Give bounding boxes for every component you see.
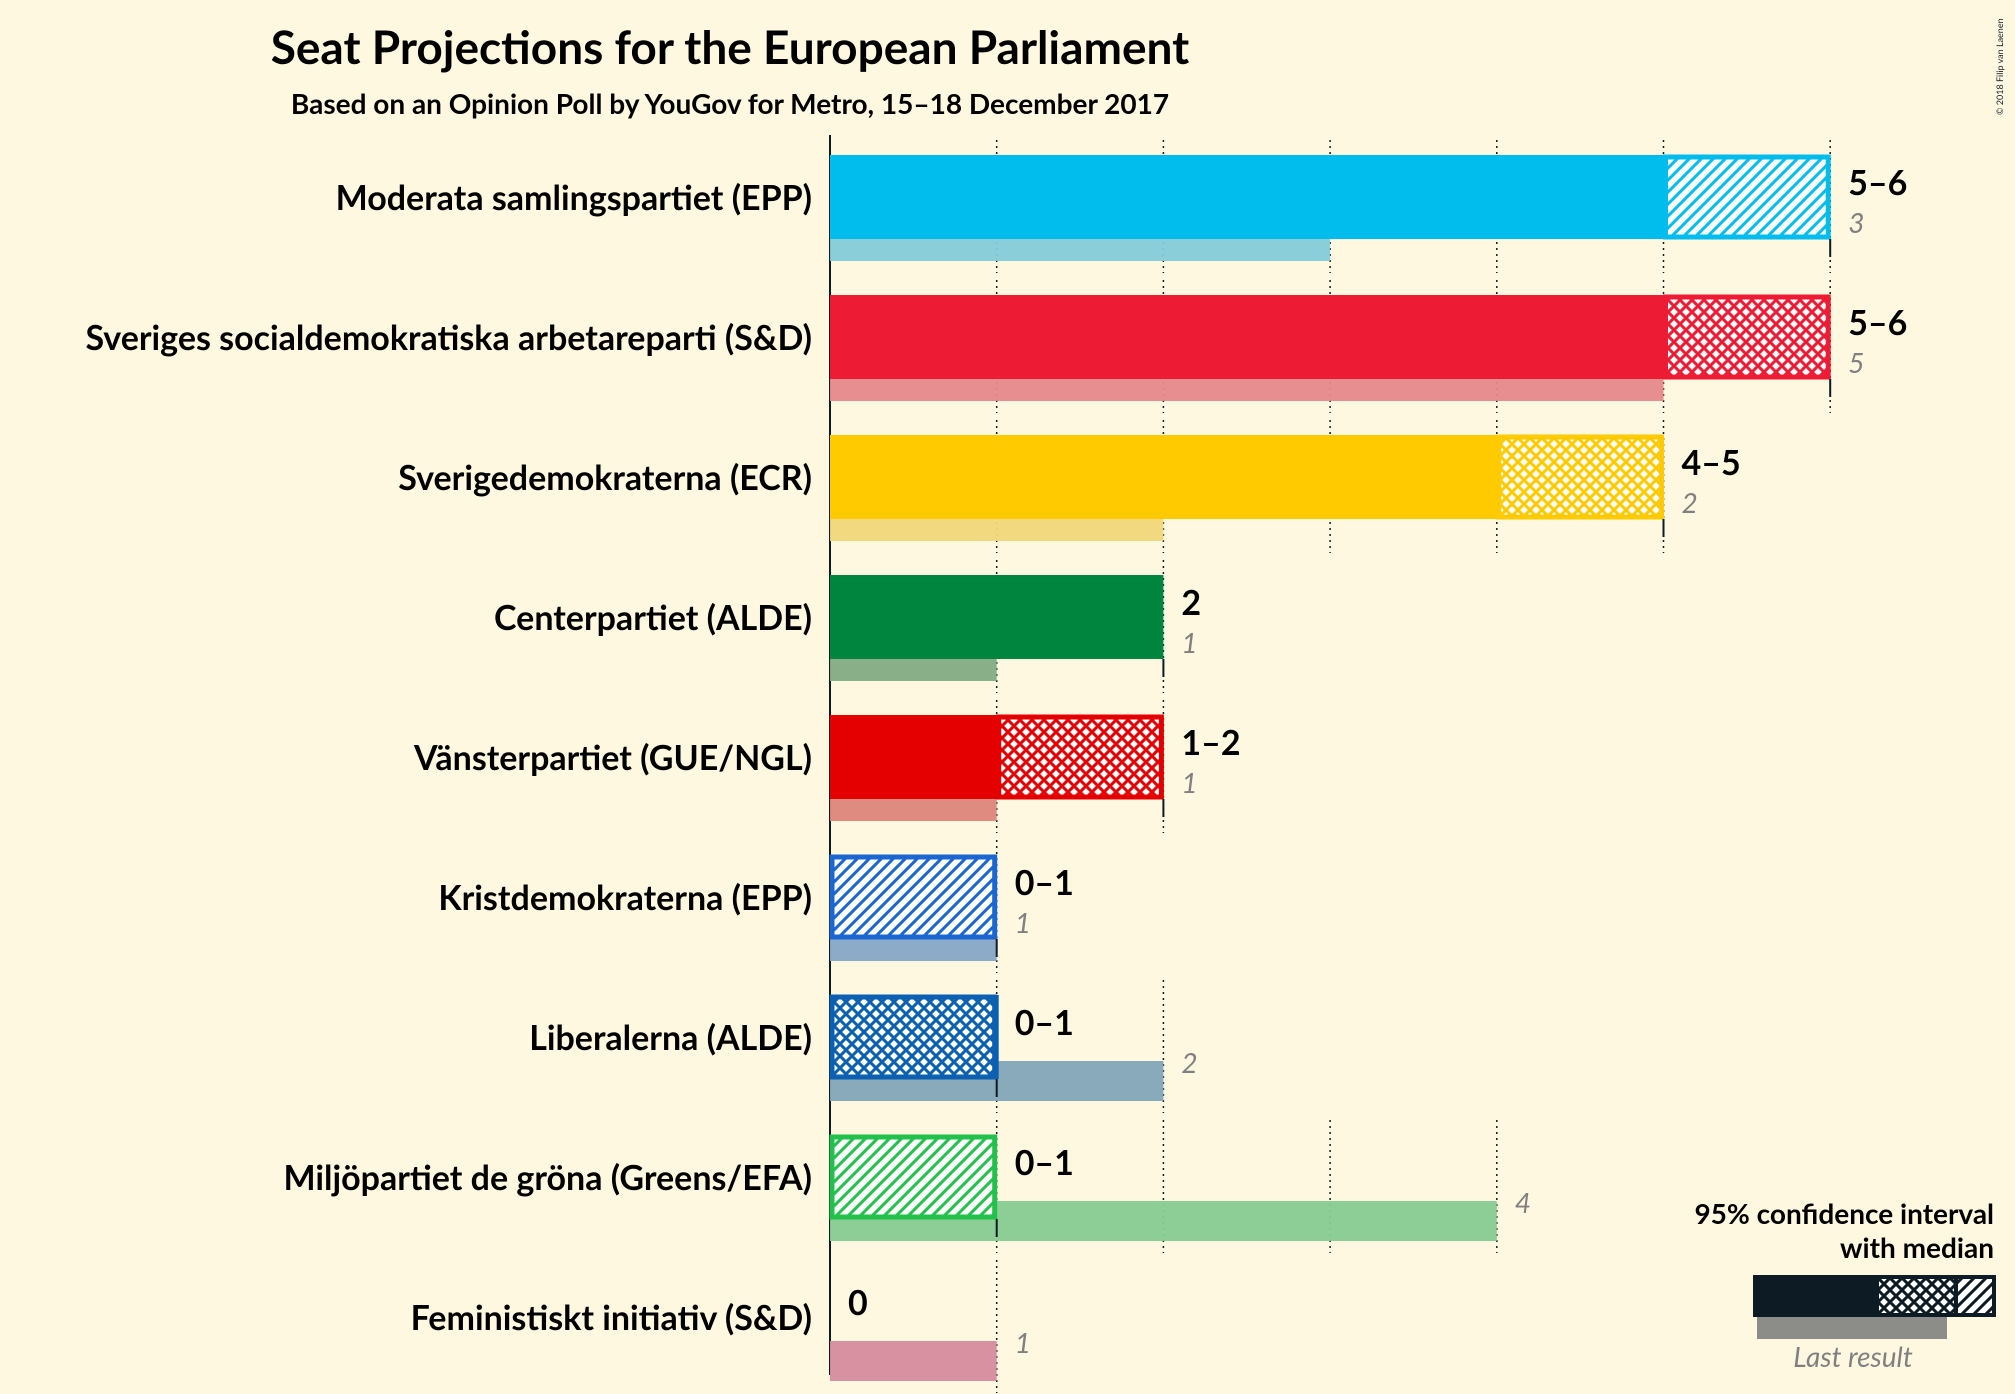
chart-subtitle: Based on an Opinion Poll by YouGov for M…	[291, 86, 1169, 120]
legend: 95% confidence interval with median Last…	[1694, 1196, 1996, 1373]
range-label: 5–6	[1848, 162, 1907, 203]
last-result-label: 2	[1682, 485, 1698, 519]
confidence-bar	[1663, 294, 1831, 380]
party-row: Sverigedemokraterna (ECR) 4–52	[398, 434, 1741, 541]
range-label: 0–1	[1015, 1142, 1074, 1183]
party-label: Sverigedemokraterna (ECR)	[398, 457, 812, 498]
party-label: Moderata samlingspartiet (EPP)	[336, 177, 812, 218]
last-result-bar	[830, 1341, 997, 1381]
party-row: Feministiskt initiativ (S&D) 0 1	[411, 1282, 1031, 1381]
party-label: Miljöpartiet de gröna (Greens/EFA)	[283, 1157, 812, 1198]
confidence-bar	[829, 994, 998, 1080]
median-bar	[830, 155, 1664, 239]
party-label: Sveriges socialdemokratiska arbetarepart…	[85, 317, 812, 358]
party-label: Liberalerna (ALDE)	[529, 1017, 812, 1058]
legend-median-swatch	[1753, 1275, 1875, 1317]
party-label: Feministiskt initiativ (S&D)	[411, 1297, 812, 1338]
range-label: 1–2	[1181, 722, 1240, 763]
copyright-note: © 2018 Filip van Laenen	[1994, 18, 2005, 115]
party-row: Liberalerna (ALDE) 0–1 2	[529, 994, 1198, 1101]
range-label: 0–1	[1015, 1002, 1074, 1043]
range-label: 0	[848, 1282, 868, 1323]
party-label: Kristdemokraterna (EPP)	[438, 877, 812, 918]
last-result-label: 5	[1848, 345, 1864, 379]
chart-title: Seat Projections for the European Parlia…	[271, 19, 1190, 74]
range-label: 5–6	[1848, 302, 1907, 343]
last-result-label: 4	[1515, 1185, 1531, 1219]
legend-last-result-label: Last result	[1793, 1339, 1913, 1373]
confidence-bar	[829, 1134, 998, 1220]
party-row: Miljöpartiet de gröna (Greens/EFA) 0–1 4	[283, 1134, 1531, 1241]
confidence-bar	[996, 714, 1164, 800]
range-label: 0–1	[1015, 862, 1074, 903]
legend-title-line1: 95% confidence interval	[1694, 1196, 1994, 1230]
party-row: Vänsterpartiet (GUE/NGL) 1–21	[413, 714, 1241, 821]
last-result-label: 1	[1181, 625, 1197, 659]
last-result-label: 1	[1015, 1325, 1031, 1359]
last-result-label: 2	[1181, 1045, 1197, 1079]
last-result-label: 1	[1015, 905, 1031, 939]
median-bar	[830, 295, 1664, 379]
party-label: Centerpartiet (ALDE)	[494, 597, 812, 638]
party-row: Moderata samlingspartiet (EPP) 5–63	[336, 154, 1907, 261]
confidence-bar	[1496, 434, 1665, 520]
confidence-bar	[1663, 154, 1831, 240]
median-bar	[830, 575, 1164, 659]
range-label: 2	[1181, 582, 1201, 623]
party-row: Kristdemokraterna (EPP) 0–11	[438, 854, 1074, 961]
legend-ci-upper-swatch	[1954, 1275, 1996, 1317]
range-label: 4–5	[1682, 442, 1741, 483]
bars-layer: Moderata samlingspartiet (EPP) 5–63Sverig…	[85, 154, 1907, 1381]
party-label: Vänsterpartiet (GUE/NGL)	[413, 737, 812, 778]
legend-ci-swatch	[1875, 1275, 1958, 1317]
confidence-bar	[829, 854, 998, 940]
party-row: Centerpartiet (ALDE) 21	[494, 575, 1201, 681]
last-result-label: 1	[1181, 765, 1197, 799]
legend-title-line2: with median	[1840, 1230, 1994, 1264]
last-result-label: 3	[1848, 205, 1864, 239]
median-bar	[830, 435, 1497, 519]
median-bar	[830, 715, 997, 799]
party-row: Sveriges socialdemokratiska arbetarepart…	[85, 294, 1907, 401]
